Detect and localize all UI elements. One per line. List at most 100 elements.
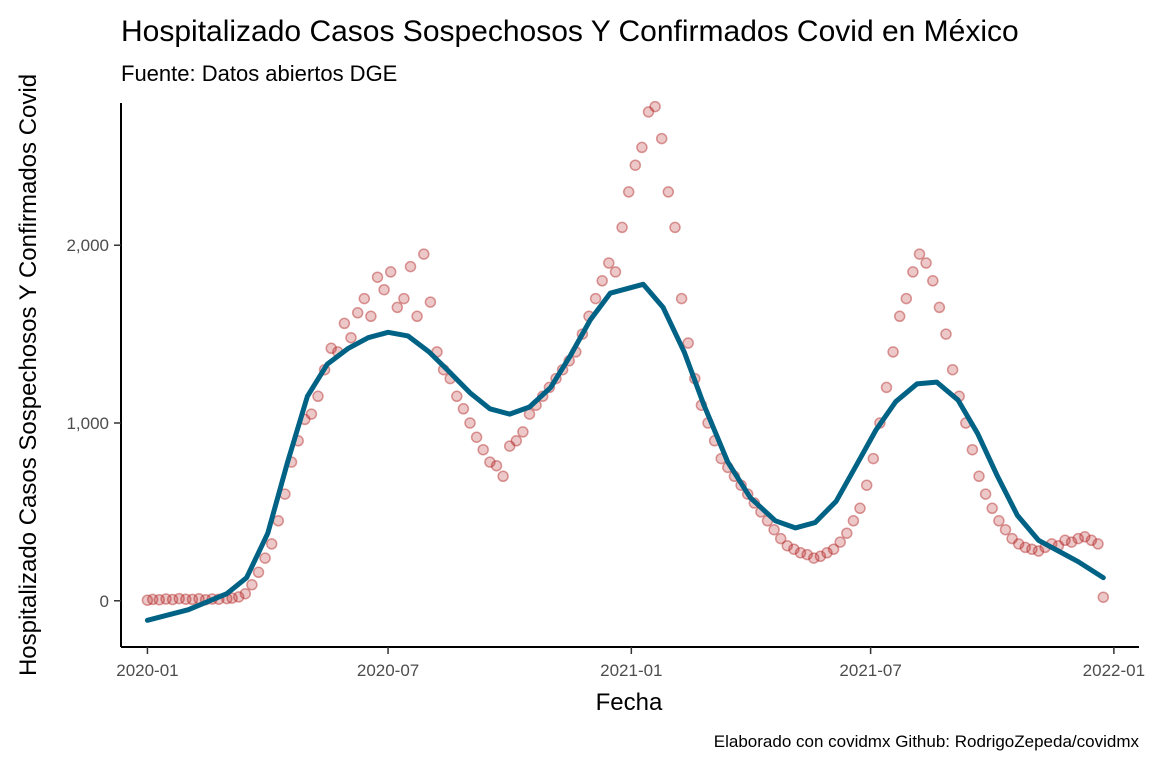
data-point-19 [265,538,278,550]
data-point-131 [1006,532,1018,545]
data-point-98 [788,543,800,555]
data-point-2 [153,593,166,606]
data-point-120 [933,301,946,314]
data-point-116 [907,266,919,278]
data-point-125 [966,443,979,456]
data-point-25 [305,408,318,420]
data-point-142 [1079,531,1091,543]
data-point-135 [1032,545,1045,557]
data-point-113 [887,346,899,358]
data-point-107 [847,515,860,527]
data-point-78 [655,132,668,145]
y-tick-label-1: 1,000 [66,414,109,433]
data-point-118 [920,257,932,269]
data-point-117 [913,248,926,260]
data-point-17 [252,566,265,579]
data-point-49 [464,417,476,429]
data-point-4 [166,593,179,606]
x-tick-label-2: 2021-01 [600,661,662,680]
data-point-101 [808,552,820,564]
data-point-14 [232,591,245,603]
data-point-53 [490,459,503,472]
data-point-71 [609,266,622,278]
data-point-69 [596,275,608,287]
data-point-1 [146,593,159,606]
data-point-121 [940,328,952,340]
data-point-103 [821,547,833,559]
data-point-54 [497,470,509,483]
data-point-13 [226,592,238,604]
data-point-3 [160,593,172,605]
x-tick-label-1: 2020-07 [357,661,419,680]
data-point-32 [351,307,364,319]
data-point-97 [781,539,794,552]
data-point-42 [418,248,430,260]
data-point-39 [398,292,410,305]
data-point-81 [675,292,688,305]
data-point-96 [774,532,787,545]
data-point-15 [239,587,252,600]
data-point-102 [814,550,827,563]
y-tick-label-2: 2,000 [66,236,109,255]
x-tick-label-0: 2020-01 [116,661,178,680]
data-point-115 [900,292,913,305]
data-point-72 [616,221,628,234]
y-axis-ticks: 0 1,000 2,000 [66,236,121,611]
data-point-105 [834,536,846,548]
data-point-7 [186,593,199,606]
data-point-134 [1026,543,1038,555]
data-point-143 [1085,534,1098,547]
data-point-80 [669,221,681,234]
data-point-75 [636,141,648,154]
data-point-74 [629,159,642,171]
y-axis-title: Hospitalizado Casos Sospechosos Y Confir… [15,74,42,676]
x-axis-ticks: 2020-01 2020-07 2021-01 2021-07 2022-01 [116,647,1145,680]
data-point-35 [371,271,384,283]
data-point-139 [1059,534,1071,547]
data-point-38 [391,301,404,314]
data-point-0 [141,594,154,606]
data-point-51 [477,443,489,456]
data-point-110 [867,452,880,465]
x-tick-label-4: 2022-01 [1083,661,1145,680]
trend-line [144,281,1106,623]
data-point-57 [517,426,529,438]
data-point-77 [649,100,661,113]
data-point-140 [1065,536,1078,548]
data-point-6 [180,593,192,605]
data-point-40 [404,260,417,273]
data-point-133 [1019,541,1032,554]
data-point-126 [973,470,985,483]
data-point-79 [662,186,675,198]
data-point-82 [682,337,694,349]
data-point-122 [946,363,959,376]
data-point-73 [622,186,635,198]
data-point-41 [411,310,423,323]
data-point-30 [338,317,351,330]
data-point-31 [345,331,357,344]
x-axis-title: Fecha [596,689,663,716]
data-point-16 [246,579,258,591]
data-point-144 [1092,538,1104,550]
data-point-104 [827,543,840,555]
data-point-47 [451,390,463,403]
data-point-68 [589,292,602,305]
data-point-26 [312,390,324,403]
y-tick-label-0: 0 [100,592,109,611]
data-point-50 [470,431,483,443]
data-point-95 [768,523,780,536]
x-tick-label-3: 2021-07 [839,661,901,680]
data-point-48 [457,403,470,415]
data-point-106 [841,527,853,539]
data-point-132 [1012,538,1025,550]
data-point-128 [986,502,998,515]
data-point-99 [794,547,807,559]
data-point-112 [880,381,893,394]
chart-caption: Elaborado con covidmx Github: RodrigoZep… [714,732,1140,751]
data-point-100 [801,548,813,561]
data-point-56 [510,435,523,447]
data-point-141 [1072,532,1084,545]
data-point-129 [993,515,1005,527]
data-point-108 [854,502,866,515]
